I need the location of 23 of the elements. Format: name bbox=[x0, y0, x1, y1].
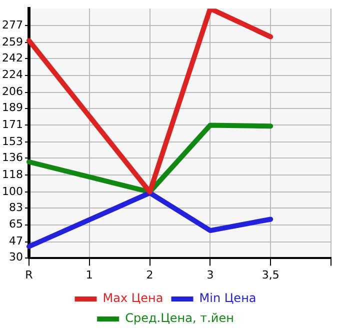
y-tick-label: 65 bbox=[8, 218, 23, 231]
y-tick-label: 30 bbox=[8, 250, 23, 264]
y-tick-label: 277 bbox=[2, 18, 23, 32]
y-tick-label: 224 bbox=[2, 68, 23, 82]
y-tick-label: 206 bbox=[2, 85, 23, 98]
y-tick-label: 242 bbox=[2, 51, 23, 64]
x-tick-label: 3 bbox=[206, 268, 214, 282]
x-tick-label: 2 bbox=[146, 268, 154, 282]
legend-label: Min Цена bbox=[199, 291, 256, 306]
y-tick-label: 47 bbox=[8, 234, 23, 248]
y-tick-label: 83 bbox=[8, 200, 23, 214]
x-tick-label: R bbox=[25, 268, 34, 282]
legend-label: Max Цена bbox=[102, 291, 164, 306]
y-tick-label: 118 bbox=[2, 168, 23, 181]
y-tick-label: 153 bbox=[2, 134, 23, 148]
legend-label: Сред.Цена, т.йен bbox=[125, 311, 234, 326]
y-tick-label: 100 bbox=[2, 184, 23, 198]
y-tick-label: 171 bbox=[2, 118, 23, 132]
y-tick-label: 259 bbox=[2, 35, 23, 48]
y-tick-label: 136 bbox=[2, 150, 23, 164]
x-tick-label: 1 bbox=[86, 268, 93, 282]
x-tick-label: 3,5 bbox=[262, 268, 280, 282]
y-tick-label: 189 bbox=[2, 101, 23, 114]
